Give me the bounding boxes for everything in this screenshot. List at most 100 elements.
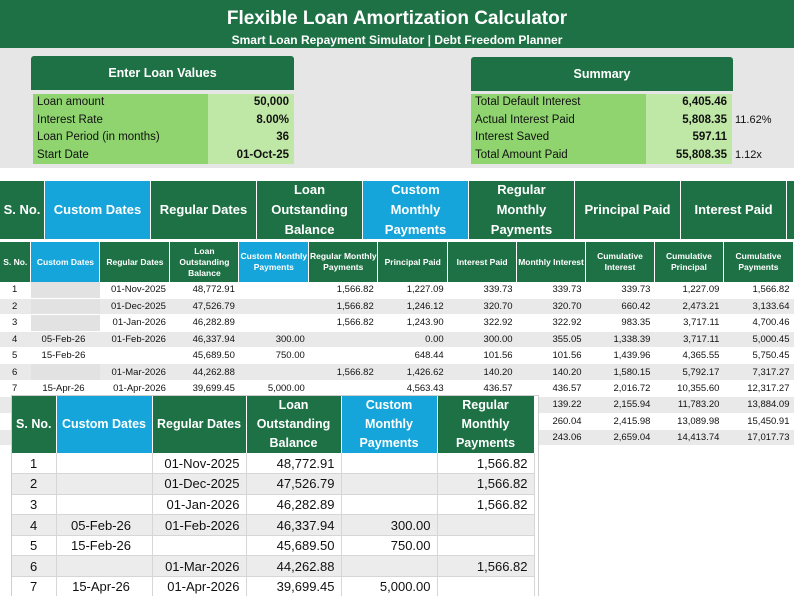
cell-custom-dates[interactable] [30,298,100,316]
cell-cumulative-payments: 12,317.27 [723,380,794,398]
zoom-cell-custom-dates[interactable] [56,494,153,516]
cell-s-no: 7 [0,380,31,398]
zoom-cell-loan-outstanding-balance: 46,337.94 [246,514,342,536]
zoom-cell-s-no: 7 [12,576,57,596]
summary-row-total-amount-paid: Total Amount Paid 55,808.35 1.12x [471,146,791,164]
cell-cumulative-interest: 660.42 [585,298,655,316]
cell-cumulative-interest: 2,155.94 [585,396,655,414]
zoom-cell-regular-monthly-payments [437,576,535,596]
loan-value-input[interactable]: 01-Oct-25 [208,146,294,164]
cell-custom-monthly-payments[interactable] [238,298,309,316]
zoom-cell-custom-dates[interactable] [56,555,153,578]
summary-value: 5,808.35 [646,111,732,129]
cell-custom-monthly-payments[interactable] [238,282,309,299]
zoom-cell-loan-outstanding-balance: 44,262.88 [246,555,342,578]
cell-custom-monthly-payments[interactable] [238,363,309,381]
cell-cumulative-principal: 13,089.98 [654,413,724,431]
title-banner: Flexible Loan Amortization Calculator Sm… [0,0,794,48]
table-row: 3 01-Jan-2026 46,282.89 1,566.82 1,243.90 322… [0,314,794,332]
cell-monthly-interest: 140.20 [516,363,586,381]
cell-cumulative-interest: 339.73 [585,282,655,299]
zoom-cell-custom-dates[interactable] [56,453,153,475]
cell-custom-dates[interactable]: 15-Apr-26 [30,380,100,398]
zoom-cell-regular-dates: 01-Nov-2025 [152,453,247,475]
cell-regular-monthly-payments: 1,566.82 [308,282,378,299]
cell-s-no: 1 [0,282,31,299]
cell-regular-monthly-payments [308,347,378,365]
loan-value-input[interactable]: 50,000 [208,94,294,112]
cell-cumulative-payments: 5,750.45 [723,347,794,365]
zoom-cell-custom-monthly-payments[interactable] [341,453,438,475]
cell-custom-monthly-payments[interactable]: 5,000.00 [238,380,309,398]
zoom-cell-custom-monthly-payments[interactable] [341,555,438,578]
zoom-cell-regular-dates: 01-Apr-2026 [152,576,247,596]
cell-principal-paid: 648.44 [377,347,448,365]
cell-interest-paid: 320.70 [447,298,517,316]
zoom-table-row: 6 01-Mar-2026 44,262.88 1,566.82 [12,555,535,578]
column-header-custom-monthly-payments: Custom Monthly Payments [238,242,310,282]
cell-cumulative-interest: 2,415.98 [585,413,655,431]
zoomed-amortization-table: S. No. Custom Dates Regular Dates Loan Outs… [12,396,535,596]
zoom-cell-custom-dates[interactable]: 15-Feb-26 [56,535,153,557]
cell-cumulative-interest: 1,580.15 [585,363,655,381]
cell-custom-dates[interactable]: 15-Feb-26 [30,347,100,365]
big-header-s-no: S. No. [0,181,45,239]
loan-value-input[interactable]: 8.00% [208,111,294,129]
zoom-cell-custom-dates[interactable]: 15-Apr-26 [56,576,153,596]
big-header-custom-dates: Custom Dates [45,181,151,239]
column-header-regular-monthly-payments: Regular Monthly Payments [308,242,379,282]
cell-custom-monthly-payments[interactable] [238,314,309,332]
cell-s-no: 3 [0,314,31,332]
cell-cumulative-interest: 2,016.72 [585,380,655,398]
zoom-cell-s-no: 6 [12,555,57,578]
zoom-cell-regular-dates: 01-Mar-2026 [152,555,247,578]
summary-row-interest-saved: Interest Saved 597.11 [471,129,791,147]
cell-regular-monthly-payments: 1,566.82 [308,363,378,381]
cell-custom-dates[interactable] [30,363,100,381]
big-header-regular-dates: Regular Dates [151,181,257,239]
table-row: 5 15-Feb-26 45,689.50 750.00 648.44 101.56 101… [0,347,794,365]
cell-regular-dates: 01-Dec-2025 [99,298,170,316]
column-header-interest-paid: Interest Paid [447,242,518,282]
zoom-cell-custom-monthly-payments[interactable] [341,494,438,516]
cell-interest-paid: 322.92 [447,314,517,332]
zoom-cell-s-no: 3 [12,494,57,516]
zoom-cell-regular-dates [152,535,247,557]
zoom-cell-s-no: 4 [12,514,57,536]
column-header-cumulative-interest: Cumulative Interest [585,242,655,282]
cell-loan-outstanding-balance: 39,699.45 [169,380,239,398]
summary-value: 55,808.35 [646,146,732,164]
zoom-cell-custom-monthly-payments[interactable]: 5,000.00 [341,576,438,596]
zoom-cell-custom-dates[interactable] [56,473,153,495]
zoom-cell-custom-monthly-payments[interactable]: 750.00 [341,535,438,557]
summary-label: Total Amount Paid [471,146,646,164]
cell-cumulative-principal: 4,365.55 [654,347,724,365]
zoom-cell-loan-outstanding-balance: 47,526.79 [246,473,342,495]
cell-custom-dates[interactable]: 05-Feb-26 [30,331,100,349]
cell-loan-outstanding-balance: 46,337.94 [169,331,239,349]
column-header-monthly-interest: Monthly Interest [516,242,587,282]
cell-custom-monthly-payments[interactable]: 750.00 [238,347,309,365]
loan-value-input[interactable]: 36 [208,129,294,147]
column-header-cumulative-payments: Cumulative Payments [723,242,794,282]
cell-custom-monthly-payments[interactable]: 300.00 [238,331,309,349]
zoom-cell-custom-monthly-payments[interactable]: 300.00 [341,514,438,536]
zoom-table-row: 2 01-Dec-2025 47,526.79 1,566.82 [12,473,535,495]
large-column-header-row: S. No. Custom Dates Regular Dates Loan Outs… [0,181,794,239]
loan-label: Start Date [33,146,208,164]
cell-custom-dates[interactable] [30,314,100,332]
zoom-cell-custom-dates[interactable]: 05-Feb-26 [56,514,153,536]
cell-cumulative-principal: 5,792.17 [654,363,724,381]
summary-label: Interest Saved [471,129,646,147]
cell-custom-dates[interactable] [30,282,100,299]
cell-regular-dates [99,347,170,365]
cell-cumulative-principal: 14,413.74 [654,429,724,447]
cell-principal-paid: 0.00 [377,331,448,349]
cell-cumulative-interest: 1,338.39 [585,331,655,349]
zoom-column-header-loan-outstanding-balance: Loan Outstanding Balance [246,396,342,453]
zoom-cell-custom-monthly-payments[interactable] [341,473,438,495]
zoom-cell-regular-dates: 01-Dec-2025 [152,473,247,495]
column-header-s-no: S. No. [0,242,32,282]
big-header-custom-monthly-payments: Custom Monthly Payments [363,181,469,239]
cell-interest-paid: 436.57 [447,380,517,398]
